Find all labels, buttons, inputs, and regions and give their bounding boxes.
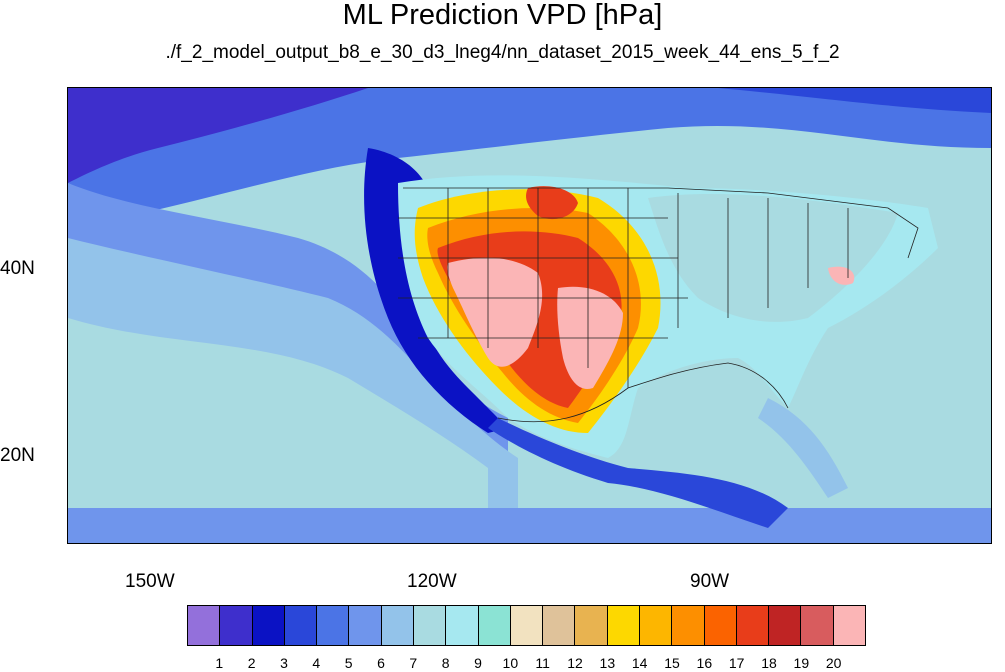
colorbar-swatch (801, 606, 834, 645)
colorbar-swatch (639, 606, 673, 645)
colorbar-tick-label: 9 (474, 655, 482, 671)
east-us-region (648, 193, 898, 322)
colorbar-swatch (607, 606, 640, 645)
colorbar-tick-label: 1 (215, 655, 224, 671)
colorbar-tick-label: 4 (312, 655, 321, 671)
colorbar-swatch (510, 606, 544, 645)
lon-label-90w: 90W (690, 571, 730, 592)
colorbar-tick-label: 10 (502, 655, 519, 671)
pacific-south (68, 318, 488, 543)
colorbar-tick-label: 20 (825, 655, 842, 671)
colorbar-tick-label: 6 (377, 655, 385, 671)
colorbar-swatch (317, 606, 350, 645)
colorbar-swatch (478, 606, 511, 645)
colorbar-tick-label: 7 (409, 655, 418, 671)
colorbar-swatch (220, 606, 253, 645)
north-blue-band (68, 88, 991, 228)
colorbar-swatch (543, 606, 576, 645)
northeast-dark-band (68, 88, 991, 113)
colorbar-tick-label: 12 (567, 655, 583, 671)
colorbar-tick-label: 19 (793, 655, 810, 671)
colorbar-swatch (575, 606, 608, 645)
lon-label-120w: 120W (407, 571, 457, 592)
colorbar-tick-label: 15 (664, 655, 680, 671)
colorbar-tick-label: 17 (728, 655, 745, 671)
colorbar-swatch (672, 606, 705, 645)
colorbar-tick-label: 2 (247, 655, 256, 671)
vpd-map (68, 88, 991, 543)
colorbar-tick-label: 5 (344, 655, 353, 671)
chart-title: ML Prediction VPD [hPa] (342, 0, 663, 31)
south-band (68, 508, 991, 543)
colorbar-tick-label: 3 (280, 655, 288, 671)
colorbar-swatch (736, 606, 770, 645)
colorbar-swatch (349, 606, 382, 645)
colorbar-tick-label: 13 (599, 655, 616, 671)
map-panel (67, 87, 992, 544)
colorbar-swatch (188, 606, 221, 645)
colorbar-swatch (413, 606, 447, 645)
colorbar-tick-label: 18 (761, 655, 777, 671)
lat-label-40n: 40N (0, 258, 35, 279)
colorbar-tick-label: 16 (696, 655, 713, 671)
northwest-purple (68, 88, 368, 183)
colorbar-swatch (284, 606, 318, 645)
colorbar-swatch (446, 606, 479, 645)
colorbar (187, 605, 866, 646)
colorbar-tick-label: 14 (631, 655, 648, 671)
colorbar-swatch (769, 606, 802, 645)
chart-subtitle: ./f_2_model_output_b8_e_30_d3_lneg4/nn_d… (165, 42, 840, 63)
colorbar-swatch (252, 606, 285, 645)
political-boundaries (398, 187, 919, 423)
heat-pink-west (447, 257, 543, 367)
colorbar-swatch (704, 606, 737, 645)
heat-north-patch (526, 186, 578, 220)
mexico-coast-blue (488, 418, 788, 528)
lat-label-20n: 20N (0, 445, 35, 466)
gulf-band (758, 398, 848, 498)
lon-label-150w: 150W (125, 571, 175, 592)
colorbar-swatch (833, 606, 865, 645)
colorbar-swatch (381, 606, 414, 645)
colorbar-tick-label: 8 (441, 655, 450, 671)
colorbar-tick-label: 11 (535, 655, 550, 671)
